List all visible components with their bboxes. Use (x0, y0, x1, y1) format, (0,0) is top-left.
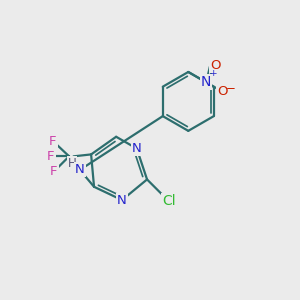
Text: +: + (209, 69, 216, 78)
Text: F: F (50, 165, 58, 178)
Text: Cl: Cl (162, 194, 176, 208)
Text: N: N (201, 75, 211, 89)
Text: N: N (117, 194, 127, 207)
Text: −: − (226, 82, 236, 95)
Text: O: O (218, 85, 228, 98)
Text: N: N (75, 164, 85, 176)
Text: N: N (132, 142, 142, 155)
Text: F: F (47, 150, 55, 163)
Text: F: F (49, 134, 57, 148)
Text: O: O (210, 59, 221, 72)
Text: H: H (68, 157, 76, 170)
